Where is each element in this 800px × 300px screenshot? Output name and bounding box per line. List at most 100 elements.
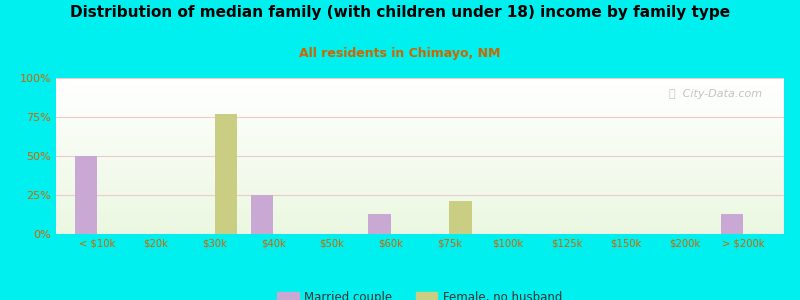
Bar	[56, 139, 784, 140]
Bar	[56, 232, 784, 234]
Bar	[56, 195, 784, 196]
Bar	[56, 209, 784, 211]
Text: Distribution of median family (with children under 18) income by family type: Distribution of median family (with chil…	[70, 4, 730, 20]
Bar	[56, 186, 784, 187]
Bar	[56, 83, 784, 84]
Bar	[56, 117, 784, 118]
Bar	[56, 173, 784, 175]
Bar	[56, 229, 784, 231]
Bar	[368, 214, 390, 234]
Bar	[56, 147, 784, 148]
Bar	[56, 215, 784, 217]
Bar	[56, 101, 784, 103]
Bar	[56, 104, 784, 106]
Bar	[214, 114, 237, 234]
Bar	[450, 201, 472, 234]
Bar	[56, 123, 784, 125]
Bar	[56, 89, 784, 91]
Bar	[56, 125, 784, 126]
Bar	[56, 221, 784, 223]
Bar	[56, 208, 784, 209]
Bar	[56, 109, 784, 111]
Bar	[56, 95, 784, 97]
Bar	[56, 231, 784, 232]
Bar	[56, 120, 784, 122]
Bar	[56, 156, 784, 158]
Bar	[56, 220, 784, 221]
Bar	[56, 175, 784, 176]
Bar	[56, 100, 784, 101]
Bar	[56, 226, 784, 228]
Bar	[56, 84, 784, 86]
Bar	[56, 196, 784, 198]
Bar	[56, 192, 784, 194]
Bar	[56, 145, 784, 147]
Bar	[56, 81, 784, 83]
Bar	[251, 195, 274, 234]
Bar	[56, 217, 784, 218]
Bar	[56, 172, 784, 173]
Bar	[56, 103, 784, 104]
Bar	[56, 187, 784, 189]
Bar	[56, 214, 784, 215]
Bar	[56, 198, 784, 200]
Bar	[56, 154, 784, 156]
Bar	[56, 148, 784, 150]
Bar	[56, 126, 784, 128]
Bar	[56, 194, 784, 195]
Bar	[56, 108, 784, 109]
Bar	[56, 161, 784, 162]
Bar	[56, 130, 784, 131]
Bar	[56, 225, 784, 226]
Bar	[56, 228, 784, 229]
Bar	[56, 122, 784, 123]
Bar	[56, 203, 784, 204]
Bar	[56, 200, 784, 201]
Bar	[56, 167, 784, 169]
Bar	[56, 142, 784, 143]
Bar	[56, 78, 784, 80]
Bar	[56, 184, 784, 186]
Bar	[56, 151, 784, 153]
Bar	[56, 178, 784, 179]
Bar	[56, 106, 784, 108]
Bar	[56, 140, 784, 142]
Bar	[56, 80, 784, 81]
Bar	[56, 170, 784, 172]
Bar	[56, 87, 784, 89]
Bar	[56, 134, 784, 136]
Text: ⓘ  City-Data.com: ⓘ City-Data.com	[669, 89, 762, 99]
Bar	[56, 206, 784, 208]
Bar	[56, 212, 784, 214]
Bar	[56, 111, 784, 112]
Bar	[56, 150, 784, 151]
Bar	[56, 169, 784, 170]
Bar	[56, 86, 784, 87]
Bar	[56, 159, 784, 161]
Bar	[56, 218, 784, 220]
Bar	[56, 190, 784, 192]
Bar	[56, 181, 784, 182]
Bar	[56, 136, 784, 137]
Bar	[56, 179, 784, 181]
Bar	[56, 118, 784, 120]
Bar	[56, 94, 784, 95]
Bar	[56, 164, 784, 165]
Bar	[56, 223, 784, 225]
Bar	[56, 116, 784, 117]
Bar	[56, 182, 784, 184]
Bar	[56, 204, 784, 206]
Bar	[56, 153, 784, 154]
Bar	[56, 97, 784, 98]
Bar	[56, 112, 784, 114]
Bar	[56, 91, 784, 92]
Bar	[74, 156, 97, 234]
Bar	[56, 189, 784, 190]
Bar	[721, 214, 743, 234]
Bar	[56, 133, 784, 134]
Bar	[56, 201, 784, 203]
Text: All residents in Chimayo, NM: All residents in Chimayo, NM	[299, 46, 501, 59]
Bar	[56, 162, 784, 164]
Bar	[56, 114, 784, 116]
Bar	[56, 143, 784, 145]
